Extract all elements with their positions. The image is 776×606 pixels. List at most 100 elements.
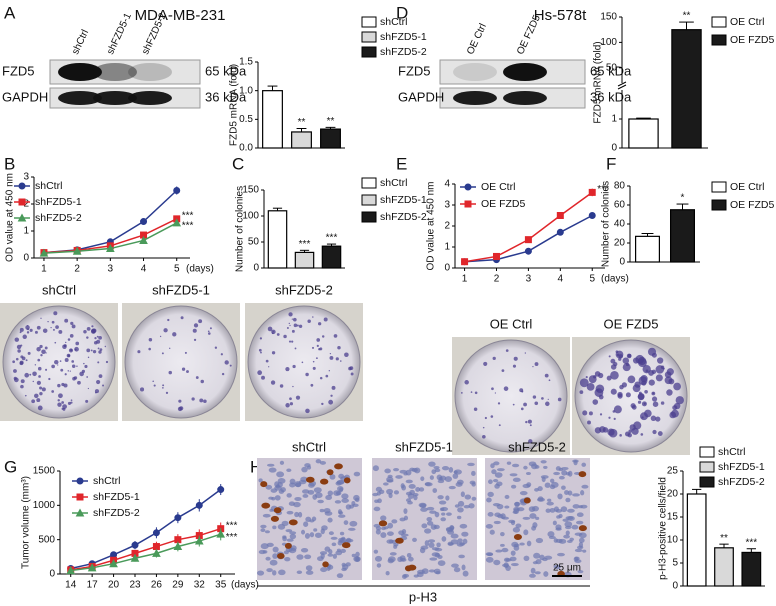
- colony: [229, 364, 232, 367]
- colony: [534, 401, 539, 406]
- colony: [102, 384, 105, 387]
- protein-label: GAPDH: [2, 89, 48, 104]
- colony: [83, 362, 85, 365]
- nucleus: [546, 501, 554, 506]
- colony: [633, 421, 642, 430]
- colony: [541, 397, 544, 400]
- nucleus: [485, 524, 494, 529]
- legend-label: OE Ctrl: [481, 181, 515, 193]
- bar: [262, 90, 283, 149]
- colony: [640, 433, 644, 436]
- colony: [91, 325, 94, 328]
- nucleus: [304, 463, 311, 468]
- nucleus: [315, 459, 322, 464]
- colony: [321, 402, 324, 406]
- nucleus: [446, 527, 454, 533]
- colony: [490, 415, 494, 418]
- nucleus: [323, 507, 331, 514]
- significance: **: [683, 11, 691, 22]
- y-tick-label: 0: [611, 143, 617, 154]
- x-tick-label: 3: [108, 264, 114, 275]
- nucleus: [345, 504, 352, 510]
- nucleus: [563, 534, 570, 539]
- y-tick-label: 1.5: [239, 57, 253, 68]
- colony: [40, 317, 42, 319]
- nucleus: [578, 537, 585, 543]
- colony: [19, 361, 24, 366]
- colony: [492, 356, 496, 360]
- marker: [72, 246, 82, 255]
- colony: [675, 396, 684, 405]
- colony: [594, 427, 602, 434]
- marker: [152, 548, 161, 557]
- colony: [57, 399, 60, 402]
- nucleus: [496, 503, 504, 510]
- nucleus: [305, 565, 313, 571]
- colony: [579, 390, 584, 395]
- legend-label: shFZD5-2: [93, 507, 140, 519]
- colony: [460, 392, 463, 394]
- colony: [178, 399, 182, 403]
- nucleus: [441, 536, 447, 542]
- legend-swatch: [361, 46, 377, 58]
- nucleus: [463, 505, 471, 509]
- colony: [57, 402, 62, 407]
- y-tick-label: 80: [614, 181, 626, 192]
- colony: [260, 351, 262, 354]
- y-axis-label: FZD5 mRNA (fold): [229, 64, 240, 146]
- colony: [283, 334, 287, 339]
- colony: [152, 380, 154, 383]
- nucleus: [572, 504, 580, 509]
- nucleus: [519, 542, 525, 546]
- colony: [606, 375, 612, 381]
- legend-label: shFZD5-1: [35, 196, 82, 208]
- colony: [615, 350, 619, 354]
- colony: [96, 339, 101, 344]
- nucleus: [274, 495, 281, 501]
- legend-swatch: [361, 31, 377, 43]
- nucleus: [565, 525, 572, 530]
- colony: [482, 434, 486, 439]
- nucleus: [384, 468, 391, 474]
- nucleus: [491, 469, 497, 475]
- marker: [152, 543, 160, 551]
- colony: [47, 320, 49, 323]
- nucleus: [577, 570, 584, 574]
- nucleus: [504, 494, 510, 500]
- colony: [321, 335, 325, 338]
- nucleus: [276, 471, 285, 478]
- colony: [265, 359, 269, 363]
- nucleus: [412, 537, 417, 543]
- colony: [105, 360, 109, 364]
- colony: [285, 366, 290, 372]
- nucleus: [572, 493, 580, 497]
- nucleus: [456, 541, 464, 547]
- colony: [98, 374, 103, 379]
- nucleus: [557, 552, 565, 557]
- colony: [350, 372, 354, 376]
- positive-nucleus: [513, 533, 522, 540]
- nucleus: [457, 500, 465, 507]
- nucleus: [574, 532, 583, 536]
- colony: [57, 364, 59, 366]
- colony: [328, 399, 334, 405]
- photo-caption: shFZD5-2: [275, 282, 333, 297]
- y-tick-label: 0: [444, 263, 450, 274]
- colony: [75, 341, 80, 346]
- marker: [172, 218, 182, 227]
- y-tick-label: 0: [672, 581, 678, 592]
- colony: [181, 367, 186, 371]
- colony: [484, 416, 487, 420]
- colony: [140, 387, 145, 392]
- legend-label: shFZD5-2: [380, 46, 427, 58]
- colony: [648, 370, 655, 376]
- colony: [86, 376, 89, 378]
- nucleus: [348, 527, 356, 531]
- x-tick-label: 2: [74, 264, 80, 275]
- nucleus: [408, 484, 416, 489]
- nucleus: [278, 569, 286, 576]
- colony: [271, 332, 274, 335]
- colony: [148, 347, 151, 351]
- colony: [582, 410, 588, 416]
- nucleus: [561, 466, 569, 471]
